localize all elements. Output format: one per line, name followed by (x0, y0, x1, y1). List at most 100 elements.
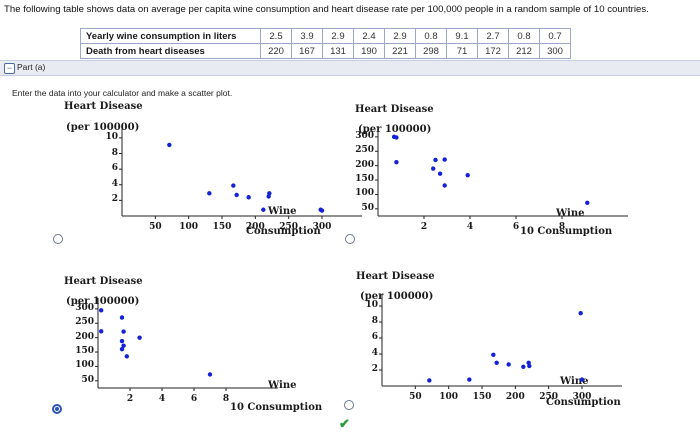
scatter-point (207, 191, 212, 196)
scatter-point (234, 192, 239, 198)
x-tick-label: 200 (505, 392, 525, 402)
table-cell: 167 (291, 43, 323, 59)
x-tick-label: 200 (245, 222, 265, 232)
question-intro: The following table shows data on averag… (4, 4, 649, 15)
part-label: Part (a) (17, 62, 46, 72)
y-tick-label: 6 (371, 332, 378, 342)
x-tick-label: 50 (149, 222, 162, 232)
scatter-point (319, 208, 325, 213)
table-cell: 3.9 (291, 28, 323, 44)
option-c-radio[interactable] (52, 404, 62, 414)
x-axis-title-2: Consumption (546, 397, 621, 408)
plot-title: Heart Disease (356, 271, 435, 282)
scatter-point (491, 352, 496, 357)
table-cell: 300 (539, 43, 571, 59)
y-tick-label: 8 (371, 316, 378, 326)
y-tick-label: 300 (355, 130, 374, 141)
x-axis-title: Wine (556, 208, 585, 219)
y-tick-label: 150 (75, 346, 94, 357)
table-row: Death from heart diseases 220 167 131 19… (80, 43, 571, 59)
x-tick-label: 300 (312, 222, 332, 232)
plot-title: Heart Disease (64, 276, 143, 287)
table-cell: 2.9 (384, 28, 416, 44)
x-tick-label: 150 (212, 222, 232, 232)
scatter-point (207, 372, 213, 377)
x-tick-label: 4 (466, 222, 474, 232)
table-row: Yearly wine consumption in liters 2.5 3.… (80, 28, 571, 44)
scatter-plot-svg (95, 298, 278, 391)
table-cell: 190 (353, 43, 385, 59)
x-axis-title-2: Consumption (246, 226, 321, 237)
row-label: Death from heart diseases (80, 43, 261, 59)
scatter-point (431, 166, 436, 171)
scatter-point (231, 183, 236, 188)
y-tick-label: 10 (365, 300, 378, 310)
scatter-point (427, 378, 432, 383)
x-tick-label: 6 (512, 222, 520, 232)
scatter-point (246, 195, 251, 200)
scatter-point (121, 343, 126, 348)
plot-subtitle: (per 100000) (66, 122, 140, 133)
plot-subtitle: (per 100000) (358, 124, 432, 135)
scatter-point (579, 377, 585, 382)
table-cell: 220 (260, 43, 292, 59)
x-tick-label: 100 (179, 222, 199, 232)
table-cell: 9.1 (446, 28, 478, 44)
x-tick-label: 50 (409, 392, 422, 402)
table-cell: 212 (508, 43, 540, 59)
y-tick-label: 10 (105, 131, 118, 142)
x-tick-label: 250 (279, 222, 299, 232)
x-tick-label: 8 (558, 222, 566, 232)
table-cell: 0.7 (539, 28, 571, 44)
scatter-point (124, 354, 129, 359)
y-tick-label: 6 (111, 163, 118, 174)
table-cell: 2.9 (322, 28, 354, 44)
y-tick-label: 300 (75, 302, 94, 313)
collapse-toggle-icon[interactable]: − (4, 63, 15, 74)
scatter-point (433, 157, 438, 163)
table-cell: 2.5 (260, 28, 292, 44)
scatter-point (394, 135, 399, 140)
table-cell: 172 (477, 43, 509, 59)
part-header: − Part (a) (0, 60, 700, 76)
scatter-point (121, 329, 126, 334)
scatter-point (442, 157, 447, 162)
x-axis-title: Wine (560, 376, 589, 387)
scatter-plot-svg (379, 294, 622, 389)
scatter-point (437, 171, 443, 176)
y-tick-label: 4 (371, 348, 378, 358)
plot-title: Heart Disease (355, 104, 434, 115)
scatter-point (119, 346, 125, 352)
x-tick-label: 2 (126, 394, 134, 404)
scatter-point (99, 329, 104, 334)
scatter-point (267, 191, 272, 196)
y-tick-label: 150 (355, 174, 374, 185)
y-tick-label: 50 (361, 202, 374, 213)
scatter-point (506, 362, 511, 367)
x-axis-title-2: 10 Consumption (230, 402, 323, 413)
plot-subtitle: (per 100000) (66, 296, 140, 307)
scatter-point (521, 364, 526, 369)
x-tick-label: 300 (572, 392, 592, 402)
table-cell: 0.8 (415, 28, 447, 44)
table-cell: 2.7 (477, 28, 509, 44)
table-cell: 131 (322, 43, 354, 59)
table-cell: 298 (415, 43, 447, 59)
y-tick-label: 200 (355, 159, 374, 170)
option-d-radio[interactable] (344, 400, 354, 410)
scatter-plot-svg (119, 126, 362, 219)
option-a-radio[interactable] (53, 234, 63, 244)
x-tick-label: 6 (190, 394, 198, 404)
scatter-point (442, 183, 447, 188)
option-b-radio[interactable] (345, 234, 355, 244)
x-axis-title-2: 10 Consumption (520, 226, 613, 237)
y-tick-label: 100 (75, 360, 94, 371)
scatter-point (261, 207, 266, 212)
scatter-point (119, 315, 125, 320)
scatter-plot-option-c: Heart Disease (per 100000) Wine 10 Consu… (56, 266, 326, 422)
row-label: Yearly wine consumption in liters (80, 28, 261, 44)
scatter-point (467, 377, 472, 382)
scatter-point (167, 142, 172, 148)
x-tick-label: 100 (439, 392, 459, 402)
table-cell: 0.8 (508, 28, 540, 44)
